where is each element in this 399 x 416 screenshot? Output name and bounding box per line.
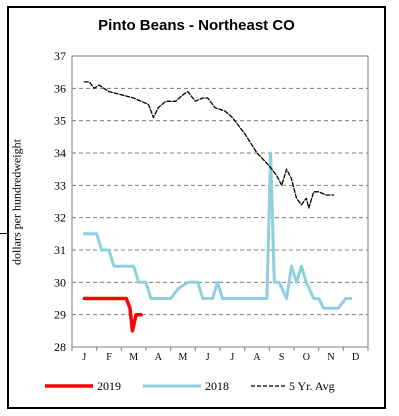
y-tick-label: 28 bbox=[54, 340, 66, 354]
series-line-5-yr-avg bbox=[83, 81, 335, 209]
y-tick-label: 35 bbox=[54, 114, 66, 128]
x-tick-label: F bbox=[106, 352, 112, 363]
y-tick-label: 30 bbox=[54, 275, 66, 289]
x-tick-label: J bbox=[206, 352, 210, 363]
x-tick-label: A bbox=[155, 352, 163, 363]
legend-label: 5 Yr. Avg bbox=[289, 379, 335, 393]
chart-frame: Pinto Beans - Northeast CO bbox=[7, 6, 386, 409]
legend-label: 2018 bbox=[205, 379, 229, 393]
y-tick-label: 34 bbox=[54, 146, 66, 160]
series-line-2019 bbox=[82, 296, 143, 333]
y-tick-label: 32 bbox=[54, 211, 66, 225]
y-tick-label: 33 bbox=[54, 178, 66, 192]
x-tick-label: M bbox=[129, 352, 138, 363]
x-tick-label: J bbox=[82, 352, 86, 363]
x-tick-label: N bbox=[327, 352, 334, 363]
x-tick-label: O bbox=[303, 352, 310, 363]
x-tick-label: J bbox=[230, 352, 234, 363]
y-tick-label: 36 bbox=[54, 81, 66, 95]
plot-area bbox=[71, 55, 369, 348]
y-tick-label: 29 bbox=[54, 308, 66, 322]
x-tick-label: M bbox=[179, 352, 188, 363]
x-tick-label: D bbox=[352, 352, 359, 363]
left-edge-tick bbox=[0, 233, 7, 234]
y-tick-label: 37 bbox=[54, 49, 66, 63]
x-tick-label: S bbox=[279, 352, 285, 363]
legend-label: 2019 bbox=[97, 379, 121, 393]
y-tick-label: 31 bbox=[54, 243, 66, 257]
chart-title: Pinto Beans - Northeast CO bbox=[98, 17, 295, 34]
series-line-2018 bbox=[82, 151, 353, 310]
x-tick-label: A bbox=[253, 352, 261, 363]
